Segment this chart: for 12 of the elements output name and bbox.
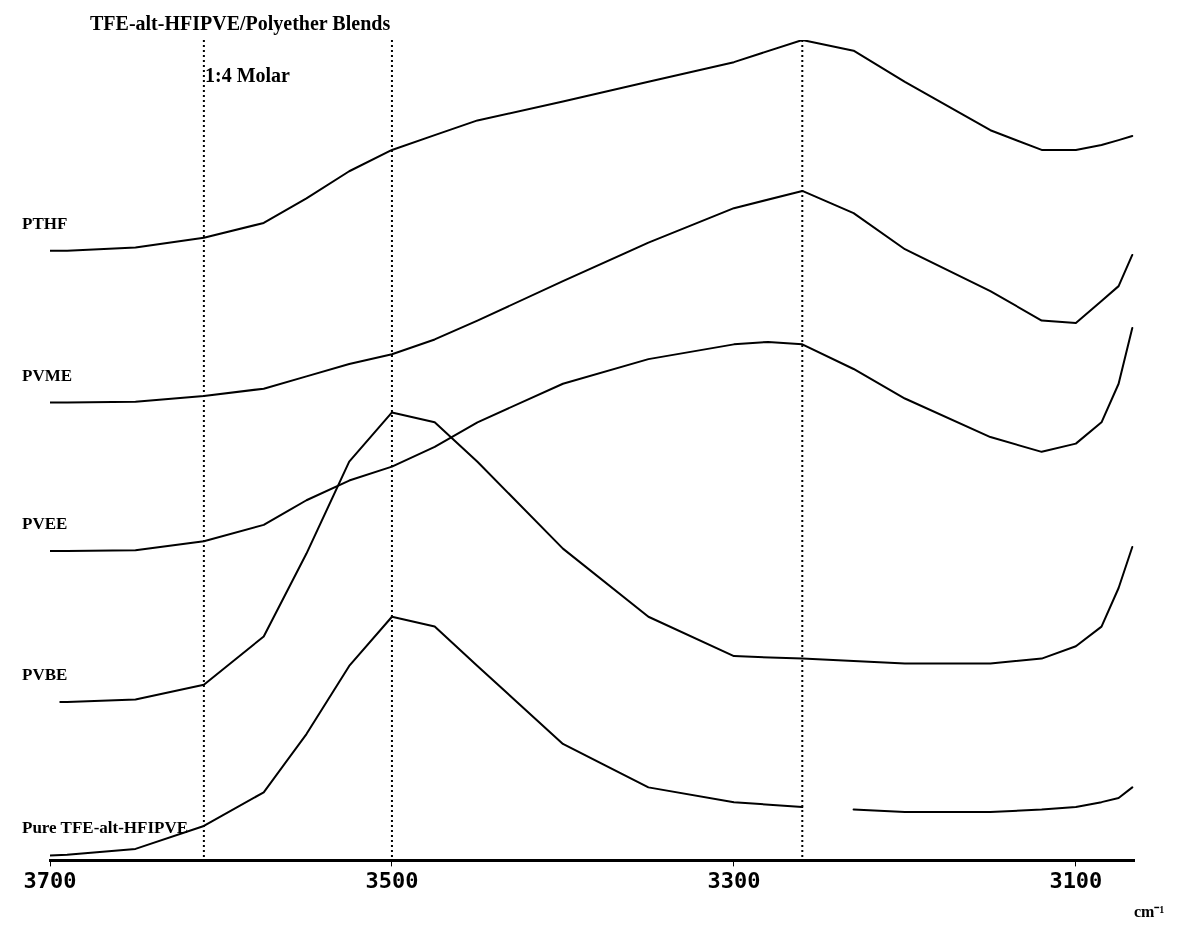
x-tick-label: 3500 [365, 868, 419, 894]
x-tick-label: 3700 [23, 868, 77, 894]
series-label: PVEE [22, 514, 68, 534]
x-axis-title: cm⁻¹ [1134, 902, 1165, 920]
x-tick-label: 3100 [1049, 868, 1103, 894]
series-label: Pure TFE-alt-HFIPVE [22, 818, 189, 838]
x-tick-label: 3300 [707, 868, 761, 894]
series-label: PVBE [22, 665, 68, 685]
chart-title: TFE-alt-HFIPVE/Polyether Blends [90, 12, 391, 35]
series-label: PVME [22, 365, 73, 385]
text: 1:4 Molar [205, 64, 291, 86]
series-label: PTHF [22, 213, 68, 233]
